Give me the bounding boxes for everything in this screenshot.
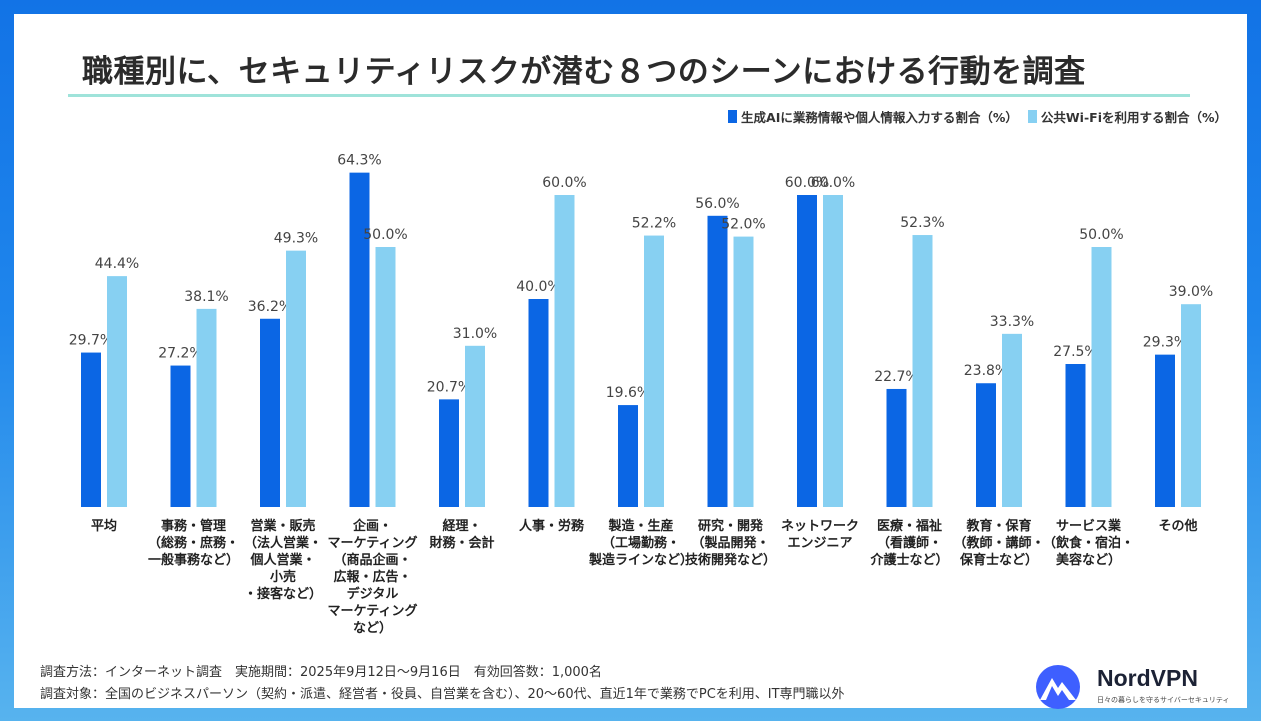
bar-series-1-cat-3 bbox=[260, 318, 280, 507]
value-label-series-1-cat-6: 40.0% bbox=[516, 279, 560, 295]
chart-legend: 生成AIに業務情報や個人情報入力する割合（%） 公共Wi-Fiを利用する割合（%… bbox=[728, 107, 1227, 126]
bar-series-1-cat-2 bbox=[170, 365, 191, 507]
bar-series-1-cat-13 bbox=[1155, 354, 1175, 507]
bar-series-2-cat-1 bbox=[107, 276, 127, 507]
bar-series-1-cat-6 bbox=[528, 299, 549, 507]
slide-card bbox=[14, 14, 1247, 708]
value-label-series-1-cat-2: 27.2% bbox=[158, 346, 202, 362]
legend-label-series-1: 生成AIに業務情報や個人情報入力する割合（%） bbox=[741, 110, 1018, 125]
category-label-2: 事務・管理（総務・庶務・一般事務など） bbox=[148, 518, 239, 568]
bar-series-2-cat-7 bbox=[644, 235, 664, 507]
legend-label-series-2: 公共Wi-Fiを利用する割合（%） bbox=[1040, 110, 1227, 125]
value-label-series-1-cat-1: 29.7% bbox=[69, 333, 113, 349]
value-label-series-2-cat-10: 52.3% bbox=[900, 215, 944, 231]
page-title: 職種別に、セキュリティリスクが潜む８つのシーンにおける行動を調査 bbox=[82, 54, 1086, 90]
logo-tagline: 日々の暮らしを守るサイバーセキュリティ bbox=[1097, 696, 1230, 704]
bar-series-2-cat-8 bbox=[733, 236, 754, 507]
title-underline bbox=[68, 94, 1190, 97]
bar-series-1-cat-11 bbox=[976, 383, 996, 507]
category-label-9: ネットワークエンジニア bbox=[781, 519, 859, 551]
value-label-series-2-cat-9: 60.0% bbox=[811, 175, 855, 191]
value-label-series-1-cat-13: 29.3% bbox=[1143, 335, 1187, 351]
value-label-series-1-cat-5: 20.7% bbox=[427, 379, 471, 395]
value-label-series-2-cat-11: 33.3% bbox=[990, 314, 1034, 330]
bar-series-2-cat-10 bbox=[912, 235, 933, 508]
bar-series-2-cat-12 bbox=[1091, 247, 1112, 507]
category-label-3: 営業・販売（法人営業・個人営業・小売・接客など） bbox=[244, 518, 322, 602]
bar-series-1-cat-12 bbox=[1065, 364, 1086, 507]
value-label-series-2-cat-5: 31.0% bbox=[453, 326, 497, 342]
value-label-series-1-cat-4: 64.3% bbox=[337, 153, 381, 169]
bar-series-1-cat-7 bbox=[618, 405, 638, 507]
category-label-7: 製造・生産（工場勤務・製造ラインなど） bbox=[588, 518, 693, 568]
value-label-series-2-cat-13: 39.0% bbox=[1169, 284, 1213, 300]
bar-series-2-cat-9 bbox=[823, 195, 843, 507]
value-label-series-1-cat-8: 56.0% bbox=[695, 196, 739, 212]
value-label-series-2-cat-6: 60.0% bbox=[542, 175, 586, 191]
value-label-series-1-cat-3: 36.2% bbox=[248, 299, 292, 315]
bar-series-1-cat-10 bbox=[886, 388, 907, 507]
value-label-series-2-cat-1: 44.4% bbox=[95, 256, 139, 272]
category-label-8: 研究・開発（製品開発・技術開発など） bbox=[685, 518, 776, 568]
legend-item-series-1: 生成AIに業務情報や個人情報入力する割合（%） bbox=[728, 107, 1018, 126]
bar-series-2-cat-11 bbox=[1002, 333, 1022, 507]
bar-series-1-cat-4 bbox=[349, 172, 370, 507]
value-label-series-2-cat-12: 50.0% bbox=[1079, 227, 1123, 243]
logo-wordmark: NordVPN bbox=[1097, 665, 1198, 691]
nordvpn-mountain-icon bbox=[1036, 665, 1080, 709]
legend-item-series-2: 公共Wi-Fiを利用する割合（%） bbox=[1027, 107, 1227, 126]
bar-series-2-cat-5 bbox=[465, 345, 485, 507]
bar-series-1-cat-5 bbox=[439, 399, 459, 507]
category-label-13: その他 bbox=[1158, 518, 1197, 534]
value-label-series-2-cat-4: 50.0% bbox=[363, 227, 407, 243]
bar-series-2-cat-6 bbox=[554, 195, 575, 507]
value-label-series-1-cat-9: 60.0% bbox=[785, 175, 829, 191]
value-label-series-1-cat-10: 22.7% bbox=[874, 369, 918, 385]
bar-series-1-cat-9 bbox=[797, 195, 817, 507]
value-label-series-2-cat-3: 49.3% bbox=[274, 231, 318, 247]
bar-series-2-cat-2 bbox=[196, 308, 217, 507]
bar-series-2-cat-4 bbox=[375, 247, 396, 507]
bar-series-1-cat-1 bbox=[81, 352, 101, 507]
value-label-series-2-cat-8: 52.0% bbox=[721, 217, 765, 233]
category-label-6: 人事・労務 bbox=[519, 518, 585, 534]
category-label-1: 平均 bbox=[91, 518, 117, 534]
legend-swatch-series-1 bbox=[728, 110, 738, 123]
legend-swatch-series-2 bbox=[1027, 110, 1037, 123]
category-label-11: 教育・保育（教師・講師・保育士など） bbox=[953, 518, 1044, 568]
survey-method-note: 調査方法：インターネット調査 実施期間：2025年9月12日～9月16日 有効回… bbox=[40, 665, 602, 680]
category-label-5: 経理・財務・会計 bbox=[428, 518, 494, 551]
value-label-series-1-cat-11: 23.8% bbox=[964, 363, 1008, 379]
value-label-series-1-cat-7: 19.6% bbox=[606, 385, 650, 401]
value-label-series-1-cat-12: 27.5% bbox=[1053, 344, 1097, 360]
category-label-4: 企画・マーケティング（商品企画・広報・広告・デジタルマーケティングなど） bbox=[328, 518, 418, 636]
bar-series-1-cat-8 bbox=[707, 215, 728, 508]
survey-target-note: 調査対象：全国のビジネスパーソン（契約・派遣、経営者・役員、自営業を含む）、20… bbox=[40, 687, 845, 702]
category-label-10: 医療・福祉（看護師・介護士など） bbox=[869, 518, 948, 568]
value-label-series-2-cat-2: 38.1% bbox=[184, 289, 228, 305]
bar-series-2-cat-13 bbox=[1181, 304, 1201, 507]
bar-series-2-cat-3 bbox=[286, 250, 306, 507]
nordvpn-logo: NordVPN 日々の暮らしを守るサイバーセキュリティ bbox=[1031, 663, 1229, 711]
category-label-12: サービス業（飲食・宿泊・美容など） bbox=[1043, 518, 1134, 568]
value-label-series-2-cat-7: 52.2% bbox=[632, 216, 676, 232]
